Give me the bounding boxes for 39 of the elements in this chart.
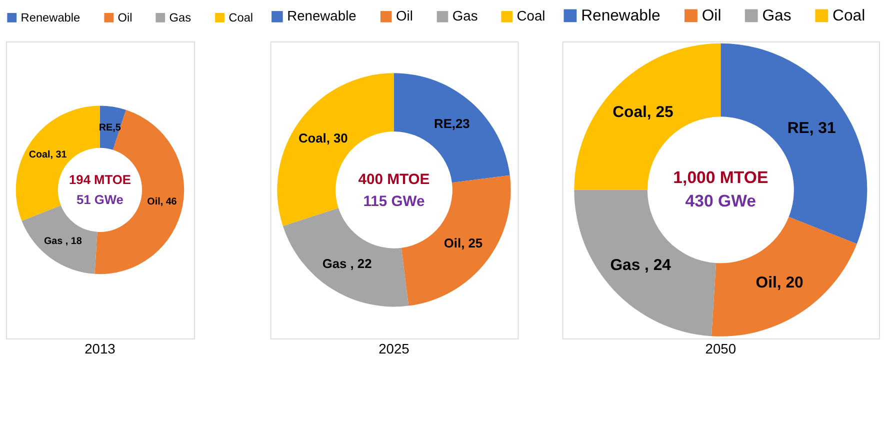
data-label: Oil, 25 (444, 236, 483, 251)
legend-label: Coal (516, 8, 546, 24)
legend-label: Coal (228, 10, 254, 25)
data-label: Gas , 18 (44, 236, 82, 247)
donut-slice (574, 190, 716, 336)
data-label: Coal, 25 (612, 104, 674, 122)
donut-slice (94, 110, 184, 274)
text: 1,000 MTOE (673, 168, 768, 187)
legend-label: Gas (452, 8, 478, 24)
legend-label: Gas (762, 8, 792, 25)
data-label: Oil, 20 (756, 274, 804, 292)
data-label: Coal, 31 (28, 149, 68, 160)
donut-slice (282, 208, 409, 307)
donut-slice (720, 43, 868, 244)
text: 115 GWe (363, 194, 425, 210)
data-label: Oil, 46 (147, 196, 178, 208)
donut-slice (22, 205, 98, 274)
text: 194 MTOE (69, 172, 132, 187)
legend-label: Renewable (287, 8, 357, 24)
legend-label: Coal (832, 8, 866, 25)
data-label: RE, 31 (787, 120, 836, 138)
legend-label: Gas (169, 10, 192, 25)
legend-label: Oil (396, 8, 413, 24)
text: 430 GWe (685, 192, 756, 211)
text: 2013 (84, 340, 116, 356)
donut-slice (711, 216, 857, 336)
data-label: Gas , 22 (322, 256, 372, 271)
data-label: Gas , 24 (610, 257, 672, 274)
legend-label: Renewable (581, 8, 660, 25)
text: 51 GWe (76, 192, 124, 207)
legend-label: Oil (118, 10, 132, 25)
text: 2050 (705, 340, 736, 356)
text: 400 MTOE (358, 172, 430, 188)
legend-label: Renewable (20, 10, 81, 25)
data-label: Coal, 30 (298, 130, 348, 146)
text: 2025 (378, 340, 410, 356)
donut-slice (574, 43, 721, 190)
data-label: RE,23 (434, 116, 470, 132)
legend-label: Oil (702, 8, 722, 25)
